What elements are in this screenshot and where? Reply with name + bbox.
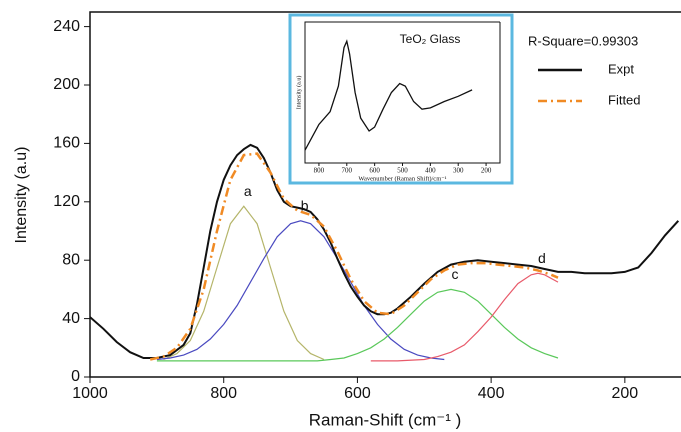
x-tick-label: 400 <box>425 167 436 175</box>
x-tick-label: 200 <box>481 167 492 175</box>
component-curve <box>370 272 559 362</box>
x-axis-title: Wavenumber (Raman Shift)/cm⁻¹ <box>358 175 446 182</box>
legend-label: Fitted <box>608 92 641 107</box>
data-line <box>90 143 680 359</box>
data-line <box>305 39 473 151</box>
x-tick-label: 600 <box>369 167 380 175</box>
component-curve <box>156 288 559 362</box>
inset-title: TeO₂ Glass <box>400 32 461 46</box>
component-curve <box>156 220 445 361</box>
y-axis-title: Intensity (a.u) <box>13 147 30 244</box>
y-tick-label: 240 <box>53 18 80 35</box>
y-tick-label: 0 <box>71 368 80 385</box>
annotation: R-Square=0.99303 <box>528 33 638 48</box>
y-tick-label: 120 <box>53 193 80 210</box>
x-tick-label: 600 <box>344 385 371 402</box>
y-tick-label: 200 <box>53 76 80 93</box>
y-tick-label: 40 <box>62 310 80 327</box>
data-line <box>149 152 559 361</box>
x-tick-label: 500 <box>397 167 408 175</box>
component-curve <box>163 205 325 361</box>
component-label: d <box>538 250 546 266</box>
y-tick-label: 160 <box>53 135 80 152</box>
legend-label: Expt <box>608 61 634 76</box>
y-tick-label: 80 <box>62 251 80 268</box>
x-tick-label: 800 <box>210 385 237 402</box>
x-tick-label: 800 <box>314 167 325 175</box>
inset-box <box>288 13 514 185</box>
x-axis-title: Raman-Shift (cm⁻¹ ) <box>309 410 462 429</box>
x-tick-label: 700 <box>342 167 353 175</box>
component-label: a <box>244 183 252 199</box>
y-axis-title: Intensity (a.u) <box>295 76 302 110</box>
component-label: b <box>301 197 309 213</box>
axis-frame <box>89 11 681 378</box>
x-tick-label: 200 <box>611 385 638 402</box>
x-tick-label: 300 <box>453 167 464 175</box>
x-tick-label: 1000 <box>72 385 108 402</box>
component-label: c <box>452 266 459 282</box>
axis-frame <box>304 21 501 164</box>
x-tick-label: 400 <box>478 385 505 402</box>
